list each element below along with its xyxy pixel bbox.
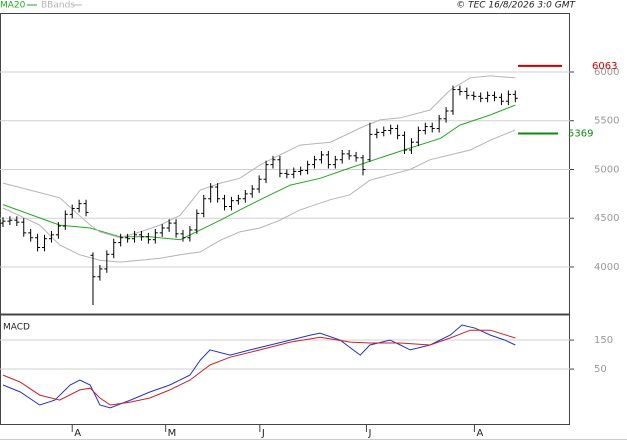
series-line: [2, 129, 516, 263]
series-line: [2, 75, 516, 239]
annotation-label: 5369: [568, 129, 593, 140]
annotation-label: 6063: [592, 61, 617, 72]
x-tick-label: M: [168, 428, 177, 439]
credit: © TEC 16/8/2026 3:0 GMT: [456, 1, 576, 11]
y-tick-label: 50: [594, 364, 607, 375]
x-tick-label: J: [261, 428, 265, 439]
x-tick-label: A: [476, 428, 483, 439]
plot-frame: [0, 13, 570, 425]
series-line: [2, 104, 516, 241]
y-tick-label: 4000: [594, 262, 619, 273]
panel-title: MACD: [3, 323, 30, 333]
y-tick-label: 6000: [594, 67, 619, 78]
series-line: [2, 324, 516, 409]
y-tick-label: 4500: [594, 213, 619, 224]
y-tick-label: 5000: [594, 164, 619, 175]
y-tick-label: 150: [594, 335, 613, 346]
legend-label: BBands: [41, 1, 75, 11]
x-tick-label: J: [367, 428, 371, 439]
y-tick-label: 5500: [594, 116, 619, 127]
legend-label: MA20: [0, 1, 26, 11]
x-tick-label: A: [74, 428, 81, 439]
series-line: [2, 329, 516, 406]
